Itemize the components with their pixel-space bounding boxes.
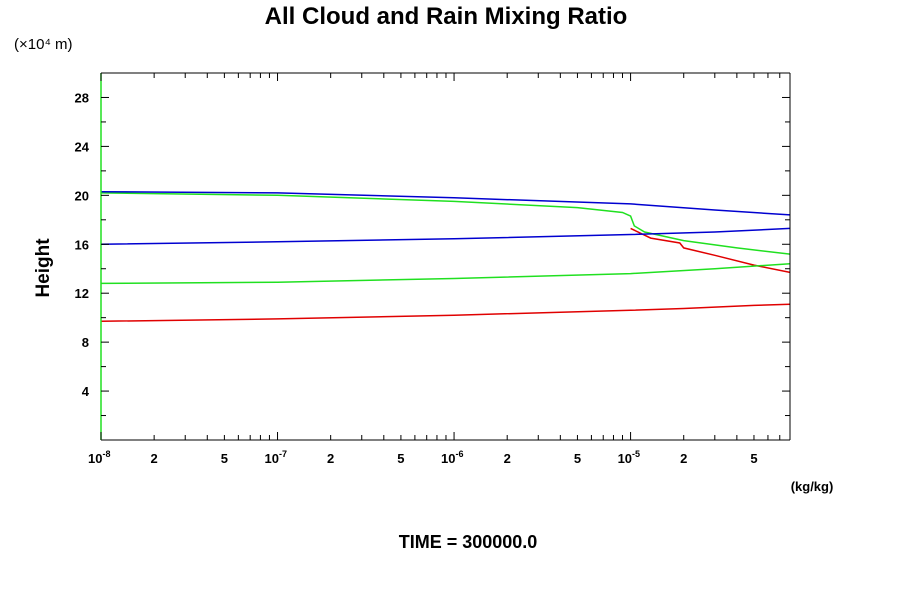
y-tick-label: 28 — [75, 90, 89, 105]
series-line-6 — [100, 190, 791, 216]
x-tick-label: 2 — [680, 451, 687, 466]
x-tick-label: 5 — [750, 451, 757, 466]
series-line-5 — [100, 227, 791, 246]
x-tick-label: 10-6 — [441, 449, 463, 466]
x-tick-label: 2 — [327, 451, 334, 466]
y-tick-label: 24 — [75, 139, 90, 154]
x-tick-label: 2 — [504, 451, 511, 466]
x-tick-label: 5 — [574, 451, 581, 466]
time-label: TIME = 300000.0 — [399, 532, 538, 552]
y-tick-label: 8 — [82, 335, 89, 350]
chart-title: All Cloud and Rain Mixing Ratio — [265, 3, 628, 30]
y-ticks: 4 8 12 16 20 24 28 — [75, 72, 790, 417]
series-line-1 — [100, 303, 791, 323]
y-tick-label: 4 — [82, 384, 90, 399]
x-tick-label: 10-8 — [88, 449, 110, 466]
series-line-3 — [100, 263, 791, 285]
x-unit-label: (kg/kg) — [791, 479, 834, 494]
series-lines — [100, 190, 791, 323]
y-tick-label: 12 — [75, 286, 89, 301]
x-tick-label: 5 — [397, 451, 404, 466]
x-tick-label: 10-5 — [618, 449, 640, 466]
plot-frame — [100, 72, 791, 441]
x-tick-label: 2 — [151, 451, 158, 466]
series-line-4 — [100, 192, 791, 255]
x-ticks: 10-8 2 5 10-7 2 5 10-6 2 5 10-5 2 5 — [88, 73, 791, 466]
series-line-2 — [630, 227, 791, 274]
y-tick-label: 16 — [75, 237, 89, 252]
y-tick-label: 20 — [75, 188, 89, 203]
x-tick-label: 5 — [221, 451, 228, 466]
y-unit-label: (×10⁴ m) — [14, 36, 73, 53]
x-tick-label: 10-7 — [265, 449, 287, 466]
y-axis-label: Height — [33, 238, 54, 298]
